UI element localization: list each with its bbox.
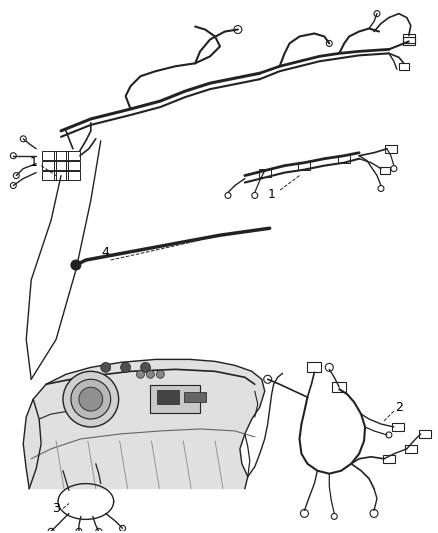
Circle shape (120, 362, 131, 373)
Bar (66, 161, 80, 170)
Bar (403, 37, 415, 45)
Circle shape (101, 362, 111, 373)
Bar (184, 392, 206, 402)
Bar (150, 385, 200, 413)
Bar (405, 445, 417, 453)
Circle shape (71, 260, 81, 270)
Bar (42, 171, 56, 180)
Bar (54, 161, 68, 170)
Bar (42, 151, 56, 160)
Bar (259, 168, 271, 176)
Circle shape (141, 362, 150, 373)
Bar (385, 145, 397, 153)
Bar (157, 390, 179, 404)
Text: 1: 1 (29, 156, 37, 169)
Bar (380, 167, 390, 174)
Circle shape (79, 387, 103, 411)
Bar (403, 34, 415, 43)
Bar (399, 63, 409, 70)
Bar (66, 151, 80, 160)
Bar (298, 161, 311, 169)
Text: 3: 3 (52, 502, 60, 515)
Bar (419, 430, 431, 438)
Circle shape (71, 379, 111, 419)
Polygon shape (23, 359, 265, 489)
Circle shape (137, 370, 145, 378)
Text: 2: 2 (395, 401, 403, 414)
Bar (54, 151, 68, 160)
Circle shape (146, 370, 155, 378)
Bar (42, 161, 56, 170)
Text: 1: 1 (268, 188, 276, 201)
Bar (54, 171, 68, 180)
Text: 4: 4 (102, 246, 110, 259)
Circle shape (63, 372, 119, 427)
Bar (392, 423, 404, 431)
Bar (383, 455, 395, 463)
Bar (307, 362, 321, 373)
Bar (338, 155, 350, 163)
Bar (66, 171, 80, 180)
Circle shape (156, 370, 164, 378)
Bar (332, 382, 346, 392)
